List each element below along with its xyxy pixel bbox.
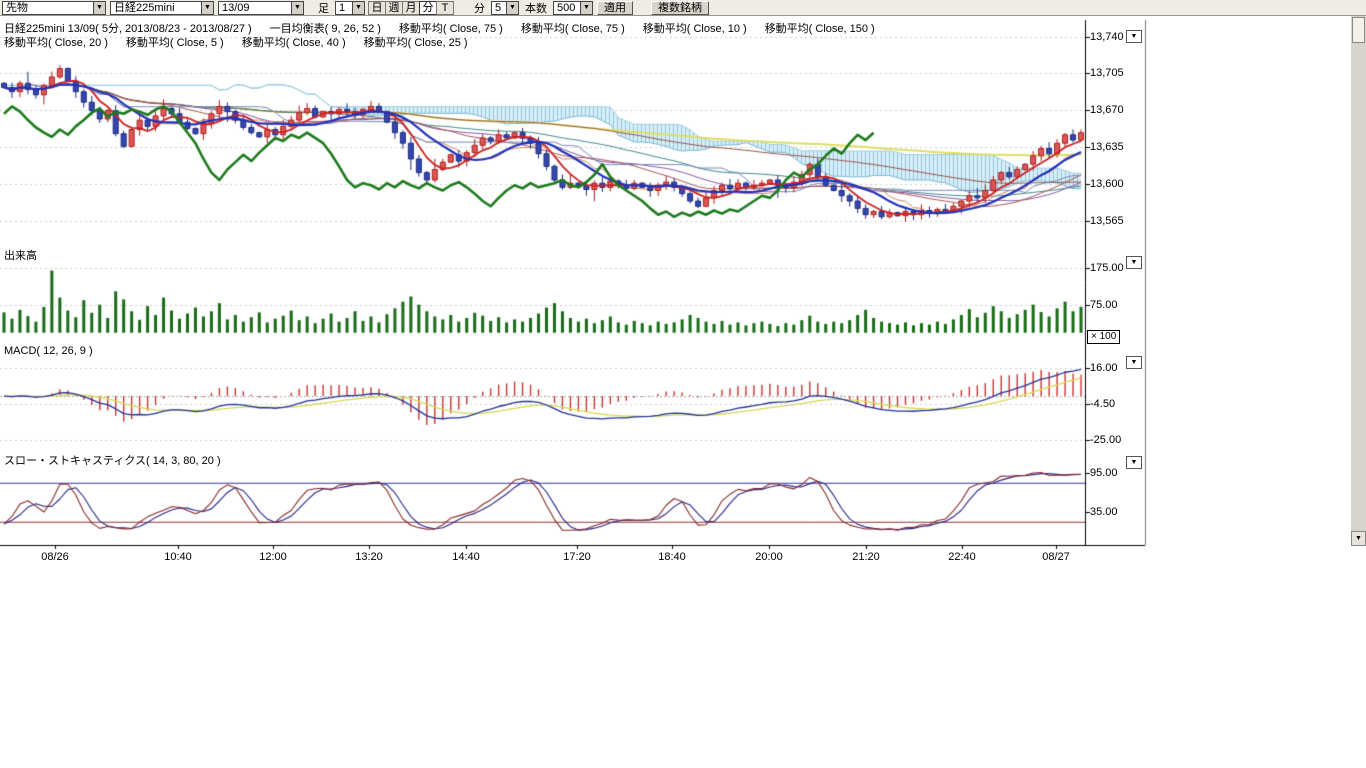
scrollbar-thumb[interactable] — [1352, 17, 1365, 43]
macd-axis-tick-label: 16.00 — [1090, 362, 1118, 374]
time-axis-tick-label: 18:40 — [640, 551, 704, 563]
time-axis-tick-label: 13:20 — [337, 551, 401, 563]
chevron-down-icon[interactable]: ▼ — [506, 2, 518, 14]
chevron-down-icon[interactable]: ▼ — [93, 2, 105, 14]
time-axis-tick-label: 08/27 — [1024, 551, 1088, 563]
chevron-down-icon[interactable]: ▼ — [352, 2, 364, 14]
time-axis-tick-label: 12:00 — [241, 551, 305, 563]
multi-symbol-button[interactable]: 複数銘柄 — [651, 1, 709, 15]
vertical-scrollbar[interactable]: ▲ ▼ — [1351, 0, 1366, 546]
period-button-週[interactable]: 週 — [385, 1, 403, 15]
instrument-category-select[interactable]: 先物 ▼ — [2, 1, 106, 15]
panel-menu-button[interactable]: ▼ — [1126, 456, 1142, 469]
chart-canvas[interactable] — [0, 0, 1366, 570]
toolbar: 先物 ▼ 日経225mini ▼ 13/09 ▼ 足 1 ▼ 日週月分T 分 5… — [0, 0, 1366, 16]
price-axis-tick-label: 13,705 — [1090, 67, 1124, 79]
time-axis-tick-label: 14:40 — [434, 551, 498, 563]
indicator-label: 移動平均( Close, 75 ) — [521, 23, 625, 35]
minute-unit-label: 分 — [472, 0, 487, 16]
stoch-axis-tick-label: 95.00 — [1090, 467, 1118, 479]
volume-axis-tick-label: 75.00 — [1090, 299, 1118, 311]
scroll-down-button[interactable]: ▼ — [1351, 531, 1366, 546]
chevron-down-icon[interactable]: ▼ — [291, 2, 303, 14]
panel-menu-button[interactable]: ▼ — [1126, 356, 1142, 369]
minute-input[interactable]: 5 ▼ — [491, 1, 519, 15]
bar-count-value: 500 — [554, 2, 580, 14]
price-axis-tick-label: 13,740 — [1090, 31, 1124, 43]
bar-count-label: 本数 — [523, 0, 549, 16]
time-axis-tick-label: 21:20 — [834, 551, 898, 563]
stoch-axis-tick-label: 35.00 — [1090, 506, 1118, 518]
minute-value: 5 — [492, 2, 506, 14]
period-button-T[interactable]: T — [436, 1, 454, 15]
time-axis-tick-label: 10:40 — [146, 551, 210, 563]
macd-axis-tick-label: -4.50 — [1090, 398, 1115, 410]
period-button-分[interactable]: 分 — [419, 1, 437, 15]
period-button-月[interactable]: 月 — [402, 1, 420, 15]
chart-header-line2: 移動平均( Close, 20 ) 移動平均( Close, 5 ) 移動平均( C… — [4, 34, 486, 50]
volume-panel-label: 出来高 — [4, 247, 37, 263]
indicator-label: 移動平均( Close, 40 ) — [242, 37, 346, 49]
time-axis-tick-label: 22:40 — [930, 551, 994, 563]
indicator-label: 移動平均( Close, 150 ) — [765, 23, 875, 35]
time-axis-tick-label: 08/26 — [23, 551, 87, 563]
contract-month-select[interactable]: 13/09 ▼ — [218, 1, 304, 15]
price-axis-tick-label: 13,670 — [1090, 104, 1124, 116]
interval-input[interactable]: 1 ▼ — [335, 1, 365, 15]
macd-axis-tick-label: -25.00 — [1090, 434, 1121, 446]
symbol-select[interactable]: 日経225mini ▼ — [110, 1, 214, 15]
price-axis-tick-label: 13,635 — [1090, 141, 1124, 153]
chevron-down-icon[interactable]: ▼ — [201, 2, 213, 14]
price-axis-tick-label: 13,565 — [1090, 215, 1124, 227]
trading-chart-app: 先物 ▼ 日経225mini ▼ 13/09 ▼ 足 1 ▼ 日週月分T 分 5… — [0, 0, 1366, 768]
indicator-label: 移動平均( Close, 5 ) — [126, 37, 224, 49]
stoch-panel-label: スロー・ストキャスティクス( 14, 3, 80, 20 ) — [4, 452, 221, 468]
price-axis-tick-label: 13,600 — [1090, 178, 1124, 190]
panel-menu-button[interactable]: ▼ — [1126, 30, 1142, 43]
period-button-日[interactable]: 日 — [368, 1, 386, 15]
apply-button[interactable]: 適用 — [597, 1, 633, 15]
period-button-group: 日週月分T — [369, 1, 454, 15]
indicator-label: 移動平均( Close, 10 ) — [643, 23, 747, 35]
symbol-value: 日経225mini — [111, 2, 201, 14]
indicator-label: 移動平均( Close, 25 ) — [364, 37, 468, 49]
chevron-down-icon[interactable]: ▼ — [580, 2, 592, 14]
macd-panel-label: MACD( 12, 26, 9 ) — [4, 345, 93, 357]
time-axis-tick-label: 20:00 — [737, 551, 801, 563]
indicator-label: 移動平均( Close, 20 ) — [4, 37, 108, 49]
contract-month-value: 13/09 — [219, 2, 291, 14]
interval-value: 1 — [336, 2, 352, 14]
bar-type-label: 足 — [316, 0, 331, 16]
instrument-category-value: 先物 — [3, 2, 93, 14]
bar-count-input[interactable]: 500 ▼ — [553, 1, 593, 15]
volume-axis-tick-label: 175.00 — [1090, 262, 1124, 274]
volume-multiplier-badge: × 100 — [1087, 330, 1120, 344]
panel-menu-button[interactable]: ▼ — [1126, 256, 1142, 269]
time-axis-tick-label: 17:20 — [545, 551, 609, 563]
